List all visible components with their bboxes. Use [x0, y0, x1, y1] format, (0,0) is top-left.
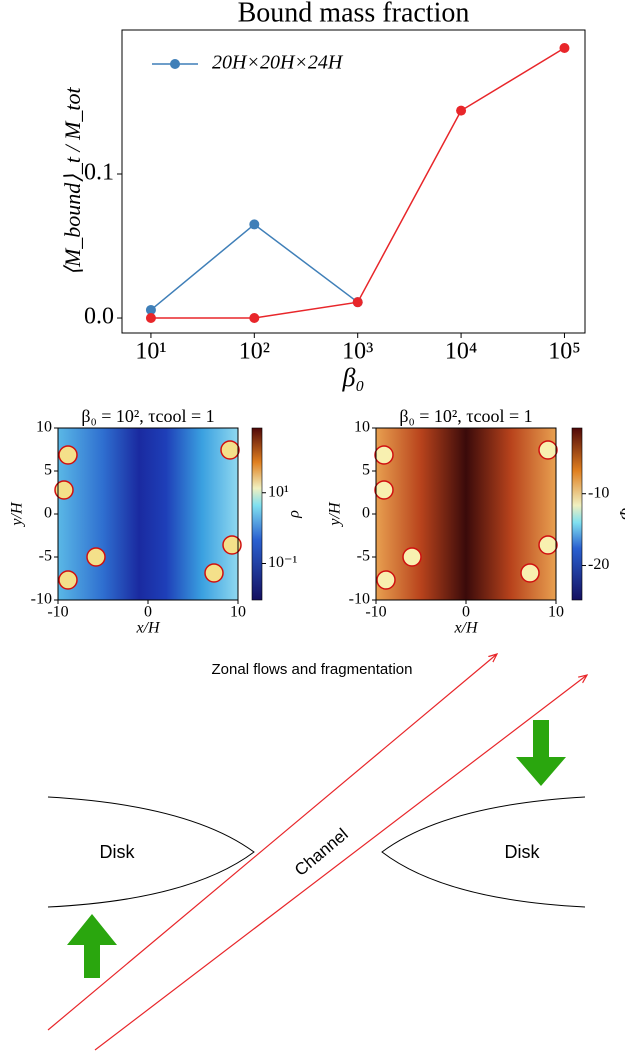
channel-label: Channel [291, 825, 352, 880]
panel-title: β₀ = 10², τcool = 1 [399, 406, 532, 426]
panel-title: β₀ = 10², τcool = 1 [81, 406, 214, 426]
left-disk [48, 797, 254, 907]
colorbar-tick-label: -10 [588, 484, 609, 501]
y-tick-label: 5 [44, 462, 52, 479]
disk-label: Disk [100, 842, 136, 862]
y-tick-label: 0.1 [84, 160, 114, 186]
series-line [151, 48, 565, 318]
flow-arrow [95, 675, 587, 1050]
y-tick-label: 10 [354, 419, 370, 436]
clump [377, 571, 395, 589]
x-axis-label: β₀ [342, 363, 365, 392]
data-point [249, 313, 259, 323]
y-tick-label: 0.0 [84, 304, 114, 330]
x-axis-label: x/H [135, 620, 161, 637]
chart-title: Bound mass fraction [238, 0, 470, 28]
clump [205, 564, 223, 582]
x-tick-label: 10² [239, 339, 270, 365]
colorbar-tick-label: 10¹ [268, 483, 289, 500]
x-axis-label: x/H [453, 620, 479, 637]
colorbar [252, 428, 262, 600]
x-tick-label: 10 [230, 604, 246, 621]
y-tick-label: -5 [357, 548, 370, 565]
legend-label: 20H×20H×24H [212, 52, 344, 74]
data-point [249, 219, 259, 229]
clump [375, 481, 393, 499]
disk-label: Disk [505, 842, 541, 862]
x-tick-label: 10 [548, 604, 564, 621]
colorbar-label: Φ [618, 508, 625, 520]
data-point [559, 43, 569, 53]
up-arrow [67, 914, 117, 978]
y-axis-label: y/H [9, 501, 26, 528]
diagram-title: Zonal flows and fragmentation [212, 661, 413, 678]
x-tick-label: 10¹ [135, 339, 166, 365]
y-axis-label: y/H [327, 501, 344, 528]
x-tick-label: 10⁵ [548, 339, 580, 365]
figure: Zonal flows and fragmentation Disk Disk … [0, 0, 625, 1056]
data-point [353, 297, 363, 307]
data-point [146, 313, 156, 323]
y-tick-label: -5 [39, 548, 52, 565]
plot-frame [122, 30, 585, 333]
down-arrow [516, 720, 566, 786]
clump [375, 446, 393, 464]
y-tick-label: 0 [362, 505, 370, 522]
colorbar-tick-label: 10⁻¹ [268, 554, 297, 571]
x-tick-label: 0 [144, 604, 152, 621]
colorbar-tick-label: -20 [588, 556, 609, 573]
data-point [456, 106, 466, 116]
x-tick-label: 10³ [342, 339, 373, 365]
y-tick-label: 10 [36, 419, 52, 436]
y-axis-label: ⟨M_bound⟩_t / M_tot [60, 86, 85, 275]
clump [59, 571, 77, 589]
x-tick-label: 10⁴ [445, 339, 477, 365]
clump [521, 564, 539, 582]
colorbar-label: ρ [286, 510, 303, 519]
clump [59, 446, 77, 464]
legend-marker [170, 59, 180, 69]
clump [539, 536, 557, 554]
clump [403, 548, 421, 566]
y-tick-label: -10 [349, 591, 370, 608]
y-tick-label: 0 [44, 505, 52, 522]
series-line [151, 224, 358, 310]
right-disk [382, 797, 585, 907]
clump [221, 441, 239, 459]
colorbar [572, 428, 582, 600]
diagram: Zonal flows and fragmentation Disk Disk … [48, 654, 587, 1050]
clump [539, 441, 557, 459]
clump [87, 548, 105, 566]
y-tick-label: 5 [362, 462, 370, 479]
y-tick-label: -10 [31, 591, 52, 608]
x-tick-label: 0 [462, 604, 470, 621]
